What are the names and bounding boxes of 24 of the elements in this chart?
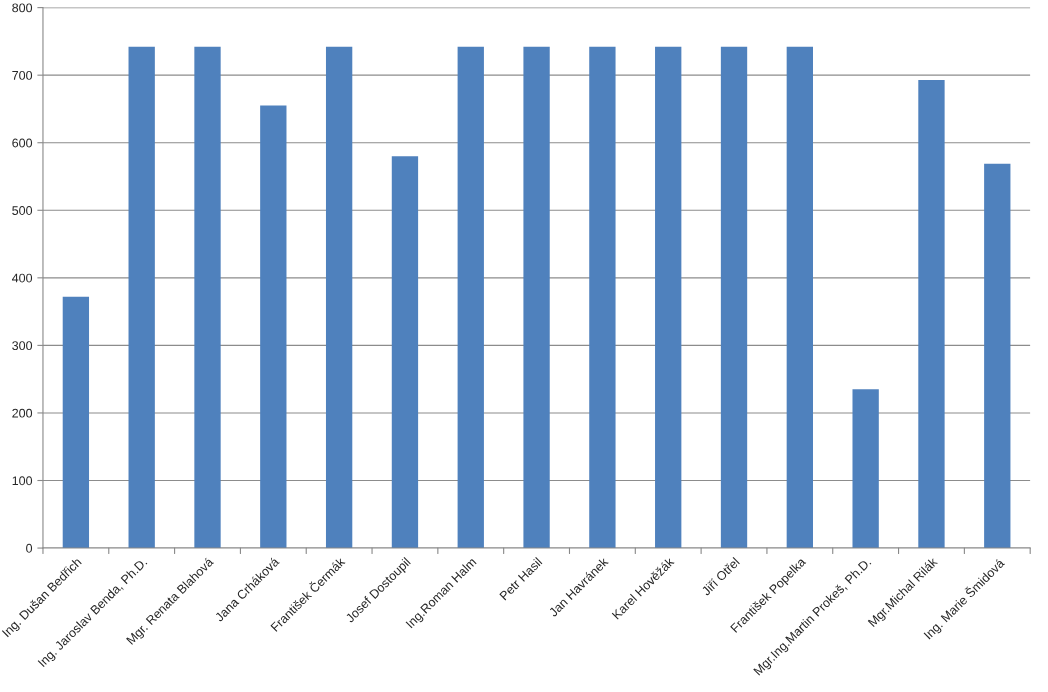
y-tick-label: 400 — [11, 273, 33, 283]
y-tick-label: 700 — [12, 70, 33, 80]
bar — [457, 46, 484, 549]
bar — [62, 296, 90, 549]
bar — [325, 46, 353, 549]
bar — [589, 46, 616, 549]
y-tick-label: 300 — [12, 341, 33, 351]
y-tick-label: 100 — [12, 476, 33, 486]
bar — [523, 46, 550, 549]
bar — [194, 46, 221, 549]
bar — [918, 79, 945, 549]
bar — [655, 46, 682, 549]
bar — [852, 389, 879, 549]
y-tick-label: 0 — [26, 543, 33, 553]
bar — [984, 163, 1011, 549]
y-tick-label: 200 — [12, 408, 33, 418]
y-tick-label: 600 — [12, 138, 33, 148]
bar — [720, 46, 748, 549]
y-tick-label: 800 — [12, 3, 33, 13]
bar — [260, 105, 287, 549]
bar — [128, 46, 155, 549]
bar — [786, 46, 813, 549]
y-tick-label: 500 — [12, 206, 33, 215]
bar — [391, 156, 419, 549]
